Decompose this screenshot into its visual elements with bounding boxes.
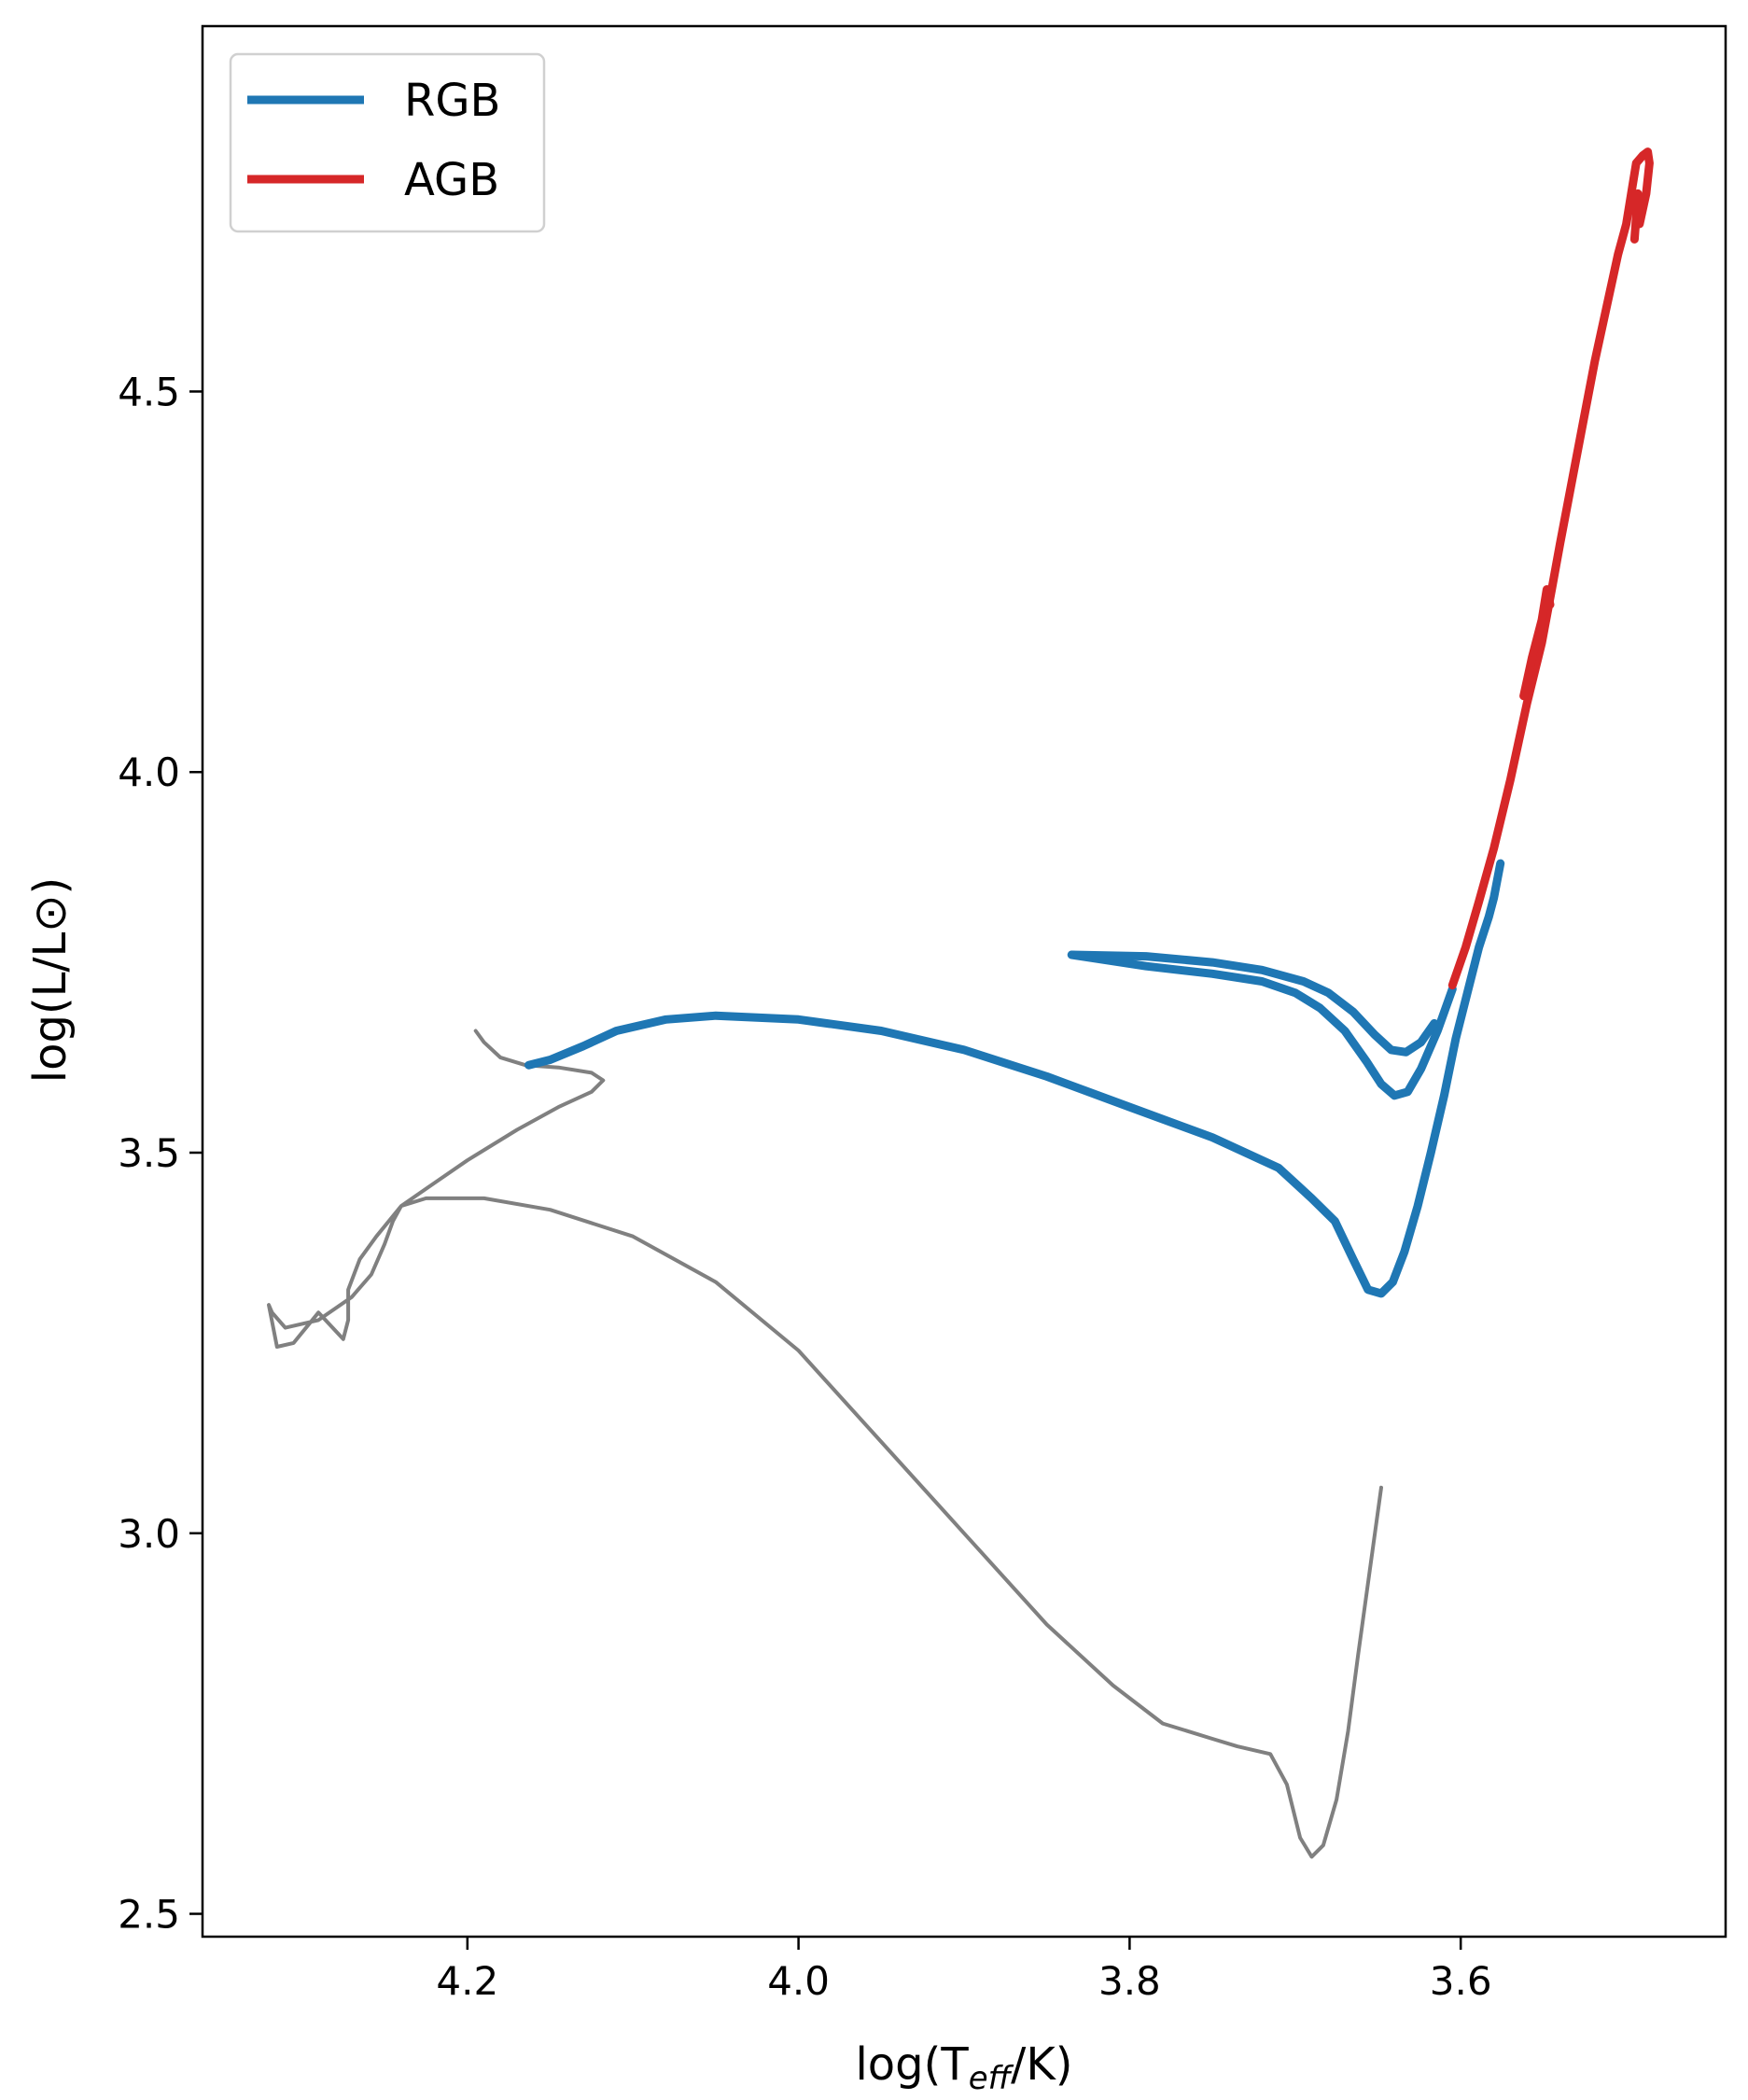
legend-label-rgb: RGB xyxy=(404,75,500,127)
legend: RGB AGB xyxy=(229,52,546,233)
legend-label-agb: AGB xyxy=(404,154,499,206)
x-tick-label: 4.0 xyxy=(767,1958,830,2004)
y-axis-ticks: 2.5 3.0 3.5 4.0 4.5 xyxy=(118,369,203,1938)
y-axis-label: log(L/L⊙) xyxy=(24,877,77,1084)
x-axis-label-subscript: eff xyxy=(969,2060,1014,2097)
series-line-track-0 xyxy=(267,1029,1383,1859)
series-line-rgb-3 xyxy=(1067,950,1439,1057)
x-axis-label-main: log(T xyxy=(855,2038,969,2091)
y-tick-label: 4.0 xyxy=(118,749,180,795)
x-tick-label: 4.2 xyxy=(436,1958,498,2004)
y-tick-label: 2.5 xyxy=(118,1892,180,1938)
x-axis-ticks: 4.2 4.0 3.8 3.6 xyxy=(436,1937,1492,2004)
series-line-rgb-1 xyxy=(524,859,1505,1298)
y-tick-label: 3.5 xyxy=(118,1130,180,1176)
y-tick-label: 4.5 xyxy=(118,369,180,414)
series-line-agb-4 xyxy=(1447,147,1654,990)
x-tick-label: 3.6 xyxy=(1430,1958,1492,2004)
plot-frame xyxy=(201,24,1727,1939)
series-layer xyxy=(267,147,1654,1859)
y-tick-label: 3.0 xyxy=(118,1511,180,1557)
x-axis-label-end: /K) xyxy=(1011,2038,1072,2091)
series-line-agb-5 xyxy=(1519,585,1555,701)
series-line-rgb-2 xyxy=(1067,950,1457,1100)
x-tick-label: 3.8 xyxy=(1098,1958,1161,2004)
x-axis-label: log(Teff/K) xyxy=(855,2038,1072,2097)
